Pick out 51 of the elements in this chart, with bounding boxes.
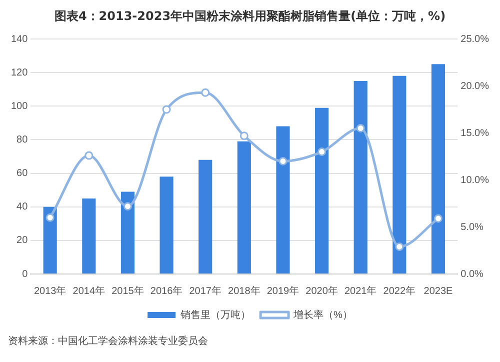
bar xyxy=(315,108,329,274)
y2-tick-label: 25.0% xyxy=(460,34,490,45)
y-tick-label: 100 xyxy=(10,100,28,112)
legend-label: 销售里（万吨） xyxy=(180,308,251,321)
bar xyxy=(276,126,290,274)
bar xyxy=(43,206,57,274)
bar xyxy=(82,198,96,274)
x-tick-label: 2022年 xyxy=(383,284,416,297)
point xyxy=(434,214,442,223)
point xyxy=(201,88,210,97)
legend-label: 增长率（%） xyxy=(292,308,352,321)
x-tick-label: 2015年 xyxy=(112,284,144,297)
point xyxy=(356,124,365,133)
y-tick-label: 40 xyxy=(16,202,28,213)
text: 资料来源：中国化工学会涂料涂装专业委员会 xyxy=(7,334,209,348)
x-tick-label: 2020年 xyxy=(306,284,338,297)
y-tick-label: 140 xyxy=(10,34,28,45)
point xyxy=(84,151,94,160)
point xyxy=(46,213,54,222)
point xyxy=(318,148,326,156)
bar xyxy=(198,160,212,274)
x-tick-label: 2019年 xyxy=(266,284,300,297)
point xyxy=(240,132,248,140)
bar xyxy=(392,76,406,274)
y2-tick-label: 0.0% xyxy=(460,268,484,280)
y-tick-label: 120 xyxy=(10,67,28,78)
bar xyxy=(431,64,446,274)
point xyxy=(162,105,171,114)
y-tick-label: 60 xyxy=(16,168,28,180)
x-tick-label: 2017年 xyxy=(189,284,222,297)
chart-title: 图表4：2013-2023年中国粉末涂料用聚酯树脂销售量(单位：万吨，%) xyxy=(53,8,447,25)
bar xyxy=(237,141,251,274)
bar xyxy=(120,192,135,274)
point xyxy=(278,156,288,166)
point xyxy=(395,242,404,251)
x-tick-label: 2013年 xyxy=(34,284,66,297)
y-tick-label: 20 xyxy=(16,235,28,246)
y2-tick-label: 15.0% xyxy=(460,128,490,139)
x-tick-label: 2018年 xyxy=(228,284,260,297)
point xyxy=(123,202,132,211)
y2-tick-label: 20.0% xyxy=(460,80,490,92)
y-tick-label: 80 xyxy=(16,134,28,146)
x-tick-label: 2021年 xyxy=(344,284,377,297)
y-tick-label: 0 xyxy=(22,268,28,280)
x-tick-label: 2014年 xyxy=(72,284,106,297)
bar xyxy=(354,80,368,274)
y2-tick-label: 5.0% xyxy=(460,222,484,233)
y2-tick-label: 10.0% xyxy=(460,174,490,186)
x-tick-label: 2023E xyxy=(424,286,454,297)
x-tick-label: 2016年 xyxy=(150,284,183,297)
bar xyxy=(160,176,174,274)
